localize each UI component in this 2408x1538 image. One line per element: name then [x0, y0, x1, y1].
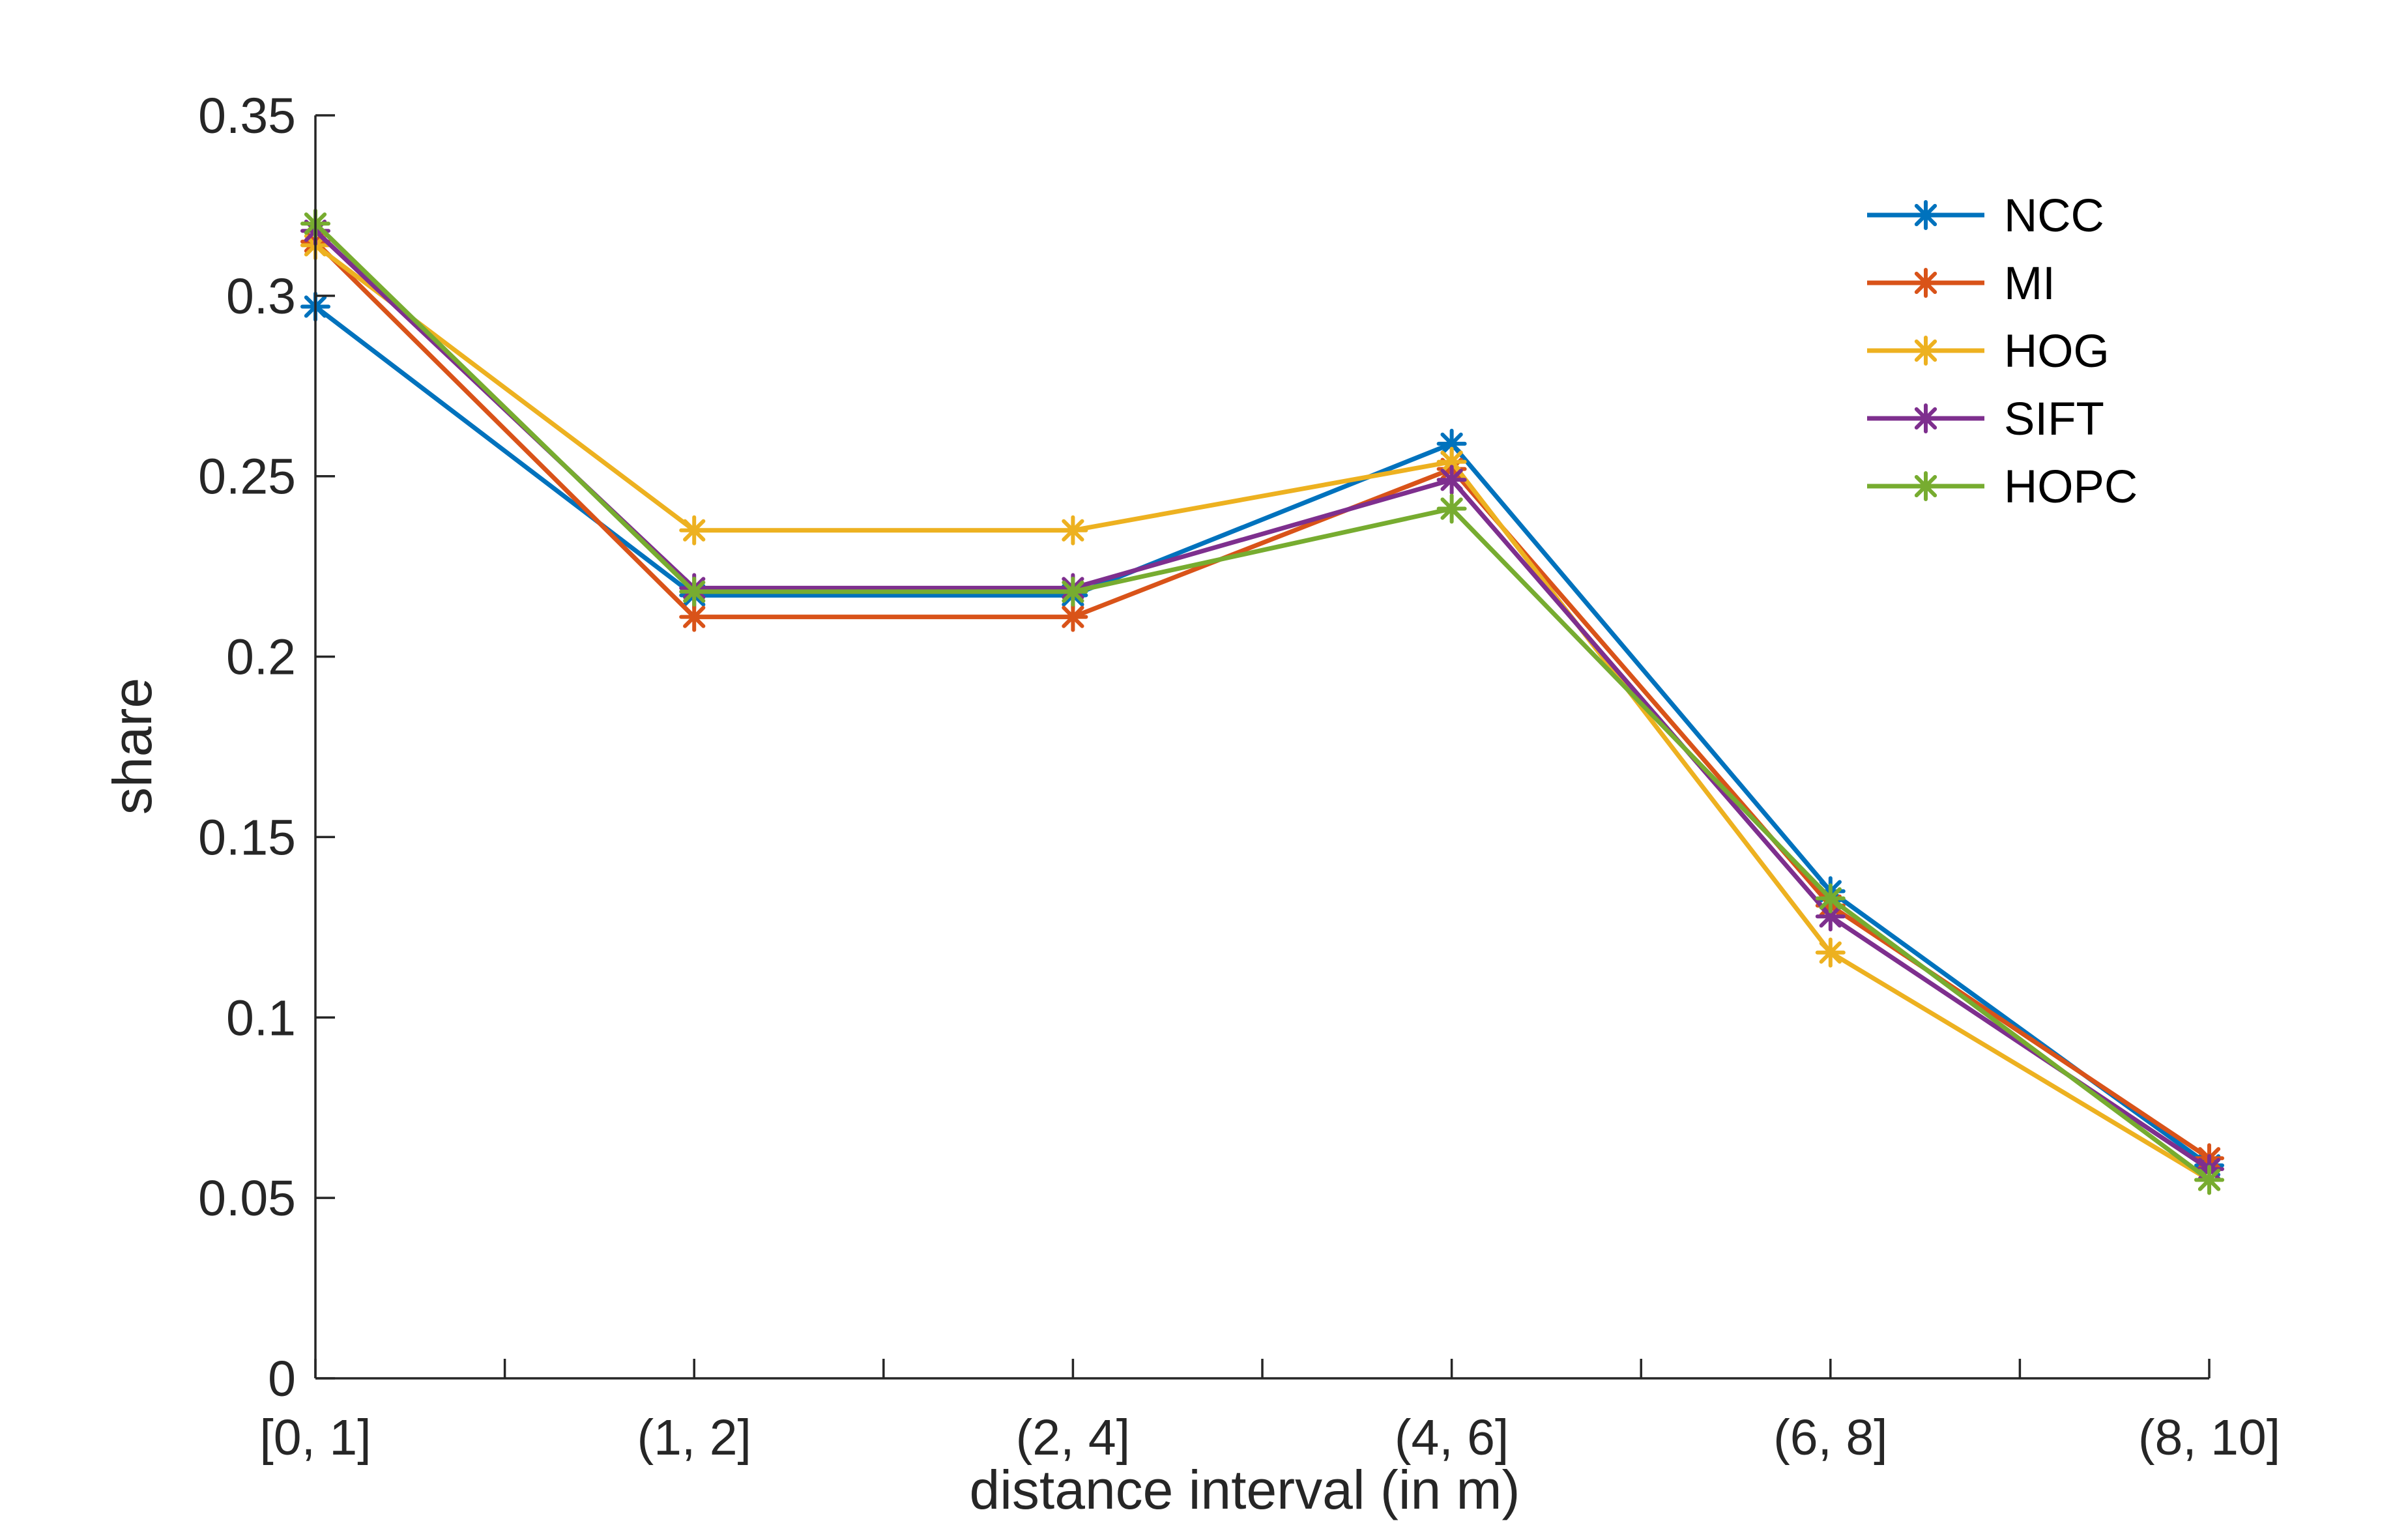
series-line-hog	[313, 243, 2211, 1182]
series-line-ncc	[313, 304, 2211, 1168]
data-point-sift	[1436, 465, 1467, 495]
y-tick-label: 0.15	[198, 809, 296, 865]
legend-marker	[1911, 200, 1941, 230]
x-tick-label: (1, 2]	[637, 1410, 751, 1466]
legend-item-sift: SIFT	[1867, 394, 2104, 445]
data-point-hog	[679, 515, 710, 545]
data-point-mi	[1058, 602, 1088, 632]
y-tick-label: 0.35	[198, 88, 296, 144]
legend-item-mi: MI	[1867, 258, 2055, 310]
legend-label: MI	[2004, 258, 2055, 310]
x-axis-label: distance interval (in m)	[970, 1459, 1520, 1520]
legend: NCC MI HOG SIFT HOPC	[1867, 190, 2138, 513]
y-tick-label: 0.05	[198, 1170, 296, 1226]
x-tick-label: [0, 1]	[259, 1410, 371, 1466]
series-line-hopc	[313, 222, 2211, 1182]
data-point-hopc	[1058, 576, 1088, 607]
legend-marker	[1911, 268, 1941, 298]
y-tick-label: 0.2	[226, 630, 296, 686]
legend-label: HOPC	[2004, 461, 2138, 513]
data-point-hopc	[679, 576, 710, 607]
axes: 0 0.05 0.1 0.15 0.2 0.25 0.3 0.35 [0, 1] (1, 2] (2…	[198, 88, 2280, 1466]
y-tick-label: 0	[268, 1351, 296, 1407]
legend-item-ncc: NCC	[1867, 190, 2104, 242]
legend-label: SIFT	[2004, 394, 2104, 445]
series-mi	[300, 226, 2224, 1174]
data-point-hopc	[1436, 493, 1467, 524]
legend-item-hopc: HOPC	[1867, 461, 2138, 513]
x-tick-label: (4, 6]	[1395, 1410, 1509, 1466]
y-tick-label: 0.25	[198, 449, 296, 505]
series-hog	[300, 230, 2224, 1195]
y-axis-label: share	[102, 678, 163, 815]
legend-marker	[1911, 471, 1941, 501]
y-tick-label: 0.1	[226, 990, 296, 1046]
legend-marker	[1911, 403, 1941, 433]
y-tick-label: 0.3	[226, 268, 296, 325]
legend-item-hog: HOG	[1867, 326, 2110, 377]
x-tick-label: (2, 4]	[1016, 1410, 1130, 1466]
legend-marker	[1911, 336, 1941, 366]
data-point-hog	[1058, 515, 1088, 545]
series-line-mi	[313, 240, 2211, 1161]
legend-label: HOG	[2004, 326, 2110, 377]
x-tick-label: (8, 10]	[2138, 1410, 2280, 1466]
data-point-sift	[1815, 901, 1846, 932]
series-line-sift	[313, 229, 2211, 1171]
legend-label: NCC	[2004, 190, 2104, 242]
data-point-hopc	[2194, 1165, 2224, 1195]
series-layer	[300, 209, 2224, 1195]
x-tick-label: (6, 8]	[1773, 1410, 1887, 1466]
data-point-hog	[1815, 937, 1846, 968]
data-point-mi	[679, 602, 710, 632]
data-point-hopc	[1815, 883, 1846, 914]
series-sift	[300, 216, 2224, 1184]
